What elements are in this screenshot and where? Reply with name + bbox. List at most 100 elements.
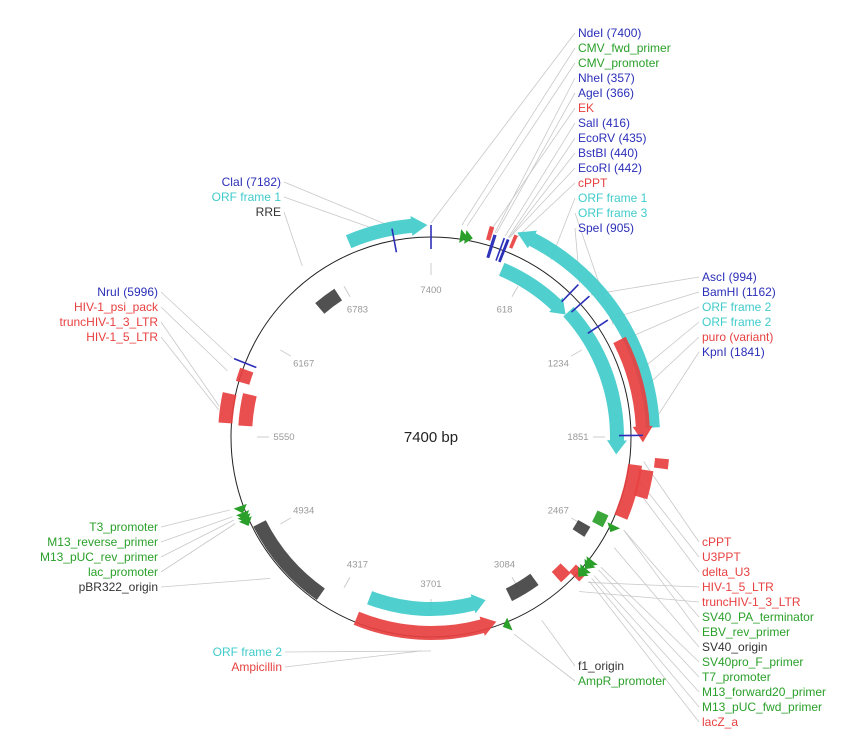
label-t3-promoter[interactable]: T3_promoter: [89, 520, 158, 534]
feature-trunchiv-1-3-ltr[interactable]: [551, 563, 571, 583]
primer-sv40-pa-terminator[interactable]: [607, 522, 621, 533]
primer-ampr-promoter[interactable]: [502, 617, 513, 631]
label-sali-416[interactable]: SalI (416): [578, 116, 630, 130]
feature-delta-u3[interactable]: [614, 463, 643, 520]
site-clai[interactable]: [391, 228, 398, 253]
feature-ampicillin[interactable]: [353, 611, 497, 640]
feature-orf-frame-2-bottom[interactable]: [367, 591, 486, 616]
label-sv40-pa-terminator[interactable]: SV40_PA_terminator: [702, 610, 814, 624]
label-m13-puc-fwd-primer[interactable]: M13_pUC_fwd_primer: [702, 700, 822, 714]
site-ecorv[interactable]: [498, 239, 509, 262]
label-trunchiv-1-3-ltr[interactable]: truncHIV-1_3_LTR: [702, 595, 801, 609]
site-bamhi[interactable]: [587, 319, 609, 334]
label-m13-forward20-primer[interactable]: M13_forward20_primer: [702, 685, 826, 699]
label-orf-frame-1[interactable]: ORF frame 1: [578, 191, 648, 205]
site-asci[interactable]: [570, 295, 590, 313]
site-ecori[interactable]: [499, 239, 510, 263]
label-asci-994[interactable]: AscI (994): [702, 270, 757, 284]
label-trunchiv-1-3-ltr[interactable]: truncHIV-1_3_LTR: [60, 315, 159, 329]
label-agei-366[interactable]: AgeI (366): [578, 86, 634, 100]
label-bamhi-1162[interactable]: BamHI (1162): [702, 285, 776, 299]
primer-lac-promoter[interactable]: [238, 516, 252, 526]
label-nhei-357[interactable]: NheI (357): [578, 71, 635, 85]
label-lac-promoter[interactable]: lac_promoter: [88, 565, 158, 579]
leader-top_right-7: [507, 137, 576, 238]
feature-trunchiv-1-3-ltr-left[interactable]: [238, 393, 257, 427]
label-clai-7182[interactable]: ClaI (7182): [222, 175, 281, 189]
feature-sv40-origin[interactable]: [572, 520, 591, 537]
feature-hiv-1-5-ltr-left[interactable]: [218, 392, 237, 424]
site-nhei[interactable]: [486, 234, 496, 258]
label-ek[interactable]: EK: [578, 101, 594, 115]
tick-4317: [343, 577, 351, 588]
label-cmv-promoter[interactable]: CMV_promoter: [578, 56, 659, 70]
label-cppt[interactable]: cPPT: [702, 535, 732, 549]
feature-hiv-1-5-ltr[interactable]: [569, 564, 587, 582]
site-spei[interactable]: [561, 284, 579, 303]
leader-bottom_right-12: [588, 580, 700, 723]
label-rre[interactable]: RRE: [256, 205, 281, 219]
feature-orf-frame-3[interactable]: [563, 307, 627, 455]
primer-m13-puc-fwd-primer[interactable]: [578, 566, 589, 577]
feature-rre[interactable]: [315, 288, 343, 314]
label-hiv-1-5-ltr[interactable]: HIV-1_5_LTR: [702, 580, 774, 594]
leader-bottom_left-0: [160, 509, 230, 528]
leader-mid_left-3: [160, 336, 220, 411]
label-bstbi-440[interactable]: BstBI (440): [578, 146, 638, 160]
site-sali[interactable]: [495, 237, 506, 261]
site-nrui[interactable]: [233, 357, 257, 369]
label-hiv-1-psi-pack[interactable]: HIV-1_psi_pack: [74, 300, 159, 314]
enzyme-sites[interactable]: [233, 225, 643, 437]
label-cppt[interactable]: cPPT: [578, 176, 608, 190]
label-orf-frame-2[interactable]: ORF frame 2: [702, 315, 772, 329]
label-ecori-442[interactable]: EcoRI (442): [578, 161, 642, 175]
label-sv40pro-f-primer[interactable]: SV40pro_F_primer: [702, 655, 803, 669]
tick-label-5550: 5550: [273, 432, 294, 443]
feature-puro[interactable]: [613, 336, 653, 443]
label-puro-variant[interactable]: puro (variant): [702, 330, 773, 344]
label-nrui-5996[interactable]: NruI (5996): [97, 285, 158, 299]
label-sv40-origin[interactable]: SV40_origin: [702, 640, 767, 654]
label-kpni-1841[interactable]: KpnI (1841): [702, 345, 765, 359]
label-orf-frame-1[interactable]: ORF frame 1: [212, 190, 282, 204]
label-pbr322-origin[interactable]: pBR322_origin: [79, 580, 158, 594]
label-spei-905[interactable]: SpeI (905): [578, 221, 634, 235]
primer-t7-promoter[interactable]: [584, 558, 596, 570]
tick-618: [511, 286, 519, 297]
feature-ebv-rev-primer[interactable]: [592, 510, 609, 528]
site-agei[interactable]: [487, 234, 497, 259]
primer-arrows[interactable]: [233, 229, 621, 631]
label-lacz-a[interactable]: lacZ_a: [702, 715, 738, 729]
label-u3ppt[interactable]: U3PPT: [702, 550, 741, 564]
label-ampr-promoter[interactable]: AmpR_promoter: [578, 674, 666, 688]
label-hiv-1-5-ltr[interactable]: HIV-1_5_LTR: [86, 330, 158, 344]
label-orf-frame-2[interactable]: ORF frame 2: [213, 645, 283, 659]
label-f1-origin[interactable]: f1_origin: [578, 659, 624, 673]
label-orf-frame-3[interactable]: ORF frame 3: [578, 206, 648, 220]
label-orf-frame-2[interactable]: ORF frame 2: [702, 300, 772, 314]
label-t7-promoter[interactable]: T7_promoter: [702, 670, 771, 684]
label-ampicillin[interactable]: Ampicillin: [231, 660, 282, 674]
feature-hiv-1-psi-pack[interactable]: [235, 367, 254, 385]
leader-bottom_center-1: [513, 633, 576, 682]
label-ecorv-435[interactable]: EcoRV (435): [578, 131, 646, 145]
feature-orf-frame-1-inner[interactable]: [498, 262, 566, 315]
feature-orf-frame-1[interactable]: [345, 215, 428, 249]
primer-cmv-fwd-primer[interactable]: [459, 229, 468, 244]
feature-pbr322-origin[interactable]: [253, 520, 325, 600]
label-cmv-fwd-primer[interactable]: CMV_fwd_primer: [578, 41, 671, 55]
feature-labels[interactable]: NdeI (7400)CMV_fwd_primerCMV_promoterNhe…: [40, 26, 826, 729]
primer-t3-promoter[interactable]: [233, 503, 247, 514]
feature-f1-origin[interactable]: [505, 573, 539, 602]
label-delta-u3[interactable]: delta_U3: [702, 565, 750, 579]
primer-cmv-promoter[interactable]: [464, 230, 473, 244]
label-ndei-7400[interactable]: NdeI (7400): [578, 26, 641, 40]
feature-cppt[interactable]: [653, 457, 669, 470]
label-ebv-rev-primer[interactable]: EBV_rev_primer: [702, 625, 790, 639]
feature-arcs[interactable]: [218, 215, 669, 640]
feature-cppt-top[interactable]: [509, 234, 518, 249]
label-m13-reverse-primer[interactable]: M13_reverse_primer: [47, 535, 158, 549]
label-m13-puc-rev-primer[interactable]: M13_pUC_rev_primer: [40, 550, 158, 564]
feature-ek[interactable]: [486, 226, 495, 241]
leader-top_right-1: [461, 47, 576, 226]
